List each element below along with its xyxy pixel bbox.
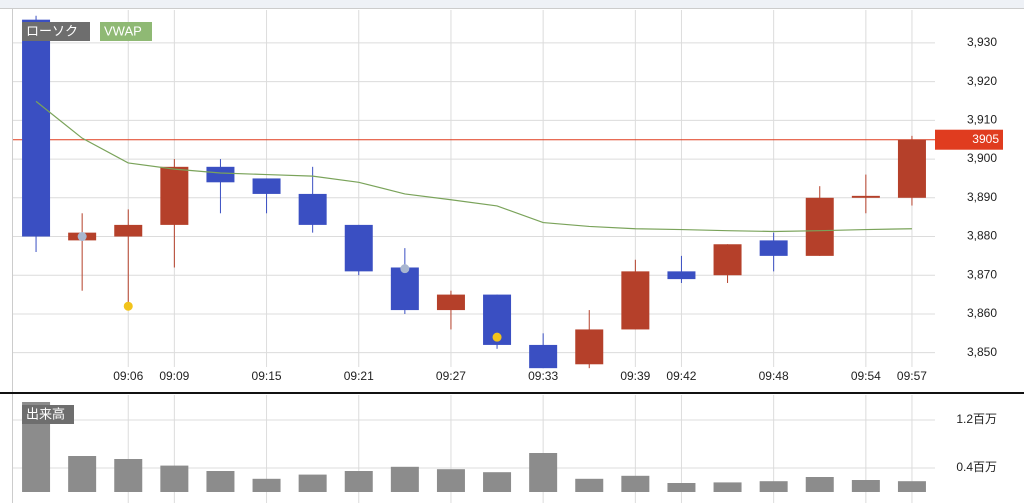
volume-bar (575, 478, 604, 492)
current-price-box (935, 129, 1003, 150)
candle-body (851, 195, 880, 198)
y-tick-label: 3,910 (967, 113, 997, 127)
vwap-line (35, 100, 912, 233)
legend-box (22, 22, 90, 41)
candle-body (436, 294, 465, 311)
volume-bar (114, 459, 143, 492)
candle-body (667, 271, 696, 280)
y-tick-label: 3,900 (967, 151, 997, 165)
candle-body (252, 178, 281, 194)
volume-bar (759, 481, 788, 492)
x-tick-label: 09:09 (159, 369, 189, 383)
x-tick-label: 09:15 (252, 369, 282, 383)
volume-title: 出来高 (26, 406, 65, 421)
x-tick-label: 09:33 (528, 369, 558, 383)
x-tick-label: 09:21 (344, 369, 374, 383)
x-tick-label: 09:39 (620, 369, 650, 383)
volume-bar (298, 474, 327, 492)
volume-bar (897, 481, 926, 492)
volume-bar (713, 482, 742, 492)
x-tick-label: 09:54 (851, 369, 881, 383)
event-marker (77, 232, 87, 242)
volume-bar (160, 465, 189, 492)
event-marker (123, 301, 133, 311)
volume-bar (667, 483, 696, 492)
volume-bar (529, 453, 558, 492)
volume-bar (68, 456, 97, 492)
x-tick-label: 09:57 (897, 369, 927, 383)
candle-body (575, 329, 604, 365)
volume-bar (805, 477, 834, 492)
candle-body (22, 19, 51, 237)
candle-body (114, 224, 143, 237)
x-tick-label: 09:06 (113, 369, 143, 383)
candle-body (390, 267, 419, 311)
legend-label: ローソク (26, 23, 78, 38)
y-tick-label: 3,860 (967, 306, 997, 320)
legend-box (100, 22, 152, 41)
y-tick-label: 3,850 (967, 345, 997, 359)
x-tick-label: 09:48 (759, 369, 789, 383)
volume-bar (436, 469, 465, 492)
legend-label: VWAP (104, 23, 142, 38)
current-price-label: 3905 (972, 132, 999, 146)
candle-body (897, 139, 926, 198)
y-tick-label: 0.4百万 (956, 460, 997, 474)
x-tick-label: 09:27 (436, 369, 466, 383)
volume-bar (206, 471, 235, 492)
candle-body (621, 271, 650, 330)
y-tick-label: 3,920 (967, 74, 997, 88)
candle-body (713, 244, 742, 276)
y-tick-label: 3,930 (967, 35, 997, 49)
volume-bar (851, 480, 880, 492)
plot: 09:06 09:09 09:15 09:21 09:27 09:33 09:39 09:42… (13, 10, 1003, 503)
volume-bar (344, 471, 373, 492)
y-tick-label: 3,890 (967, 190, 997, 204)
candle-body (160, 166, 189, 225)
candle-body (759, 240, 788, 256)
volume-bar (483, 472, 512, 492)
candle-body (805, 197, 834, 256)
y-tick-label: 3,880 (967, 229, 997, 243)
candle-body (298, 193, 327, 225)
candle-body (529, 344, 558, 369)
event-marker (400, 264, 410, 274)
candle-body (206, 166, 235, 183)
volume-bar (621, 475, 650, 492)
y-tick-label: 1.2百万 (956, 412, 997, 426)
event-marker (492, 332, 502, 342)
x-tick-label: 09:42 (666, 369, 696, 383)
candle-body (344, 224, 373, 272)
volume-title-box (22, 405, 74, 424)
y-tick-label: 3,870 (967, 267, 997, 281)
volume-bar (390, 466, 419, 492)
top-strip (0, 0, 1024, 8)
volume-bar (252, 478, 281, 492)
